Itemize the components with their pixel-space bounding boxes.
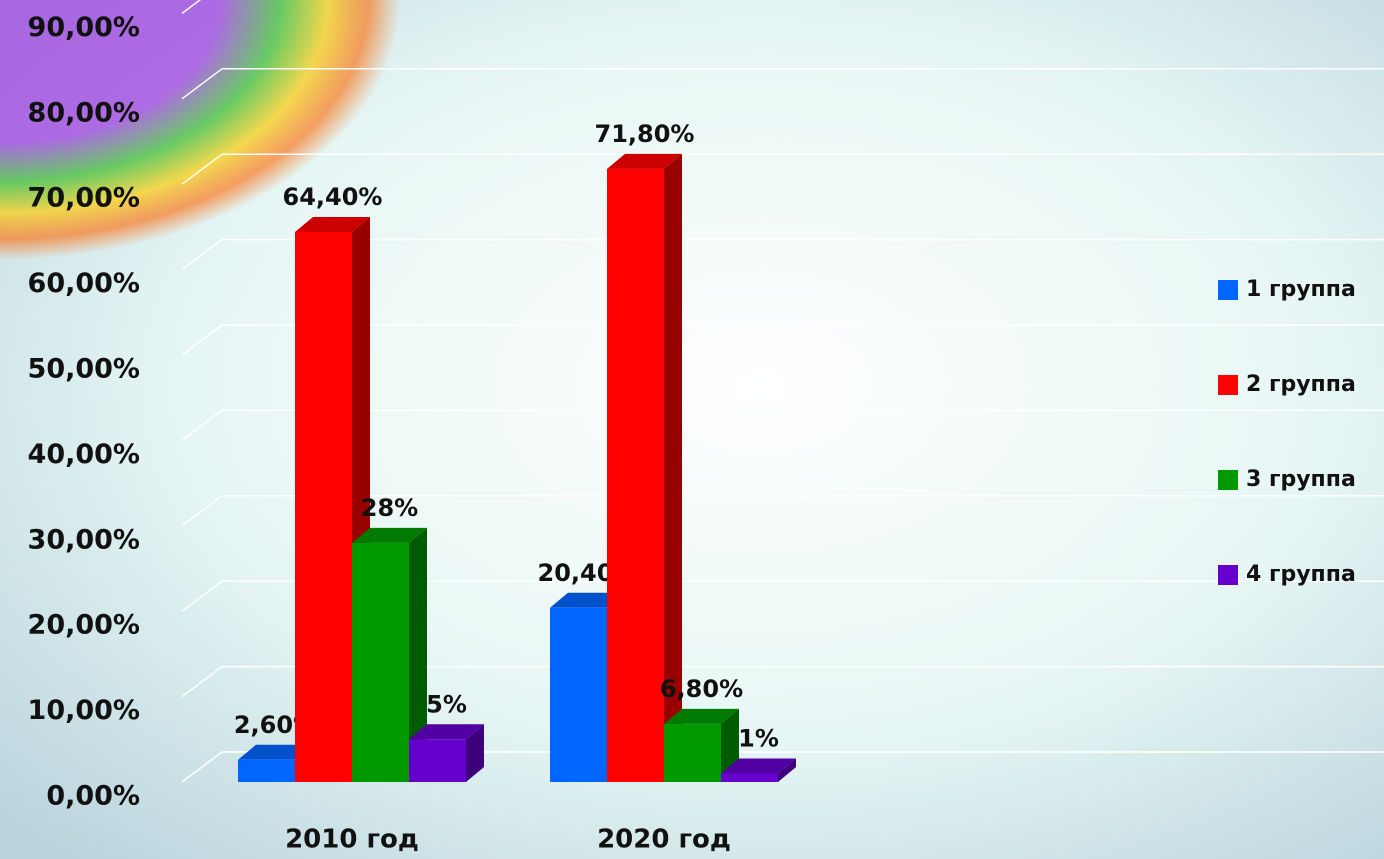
y-tick-label: 70,00%	[28, 183, 140, 214]
legend-label: 2 группа	[1246, 372, 1356, 397]
data-label: 71,80%	[595, 120, 695, 148]
data-label: 64,40%	[283, 183, 383, 211]
legend-swatch	[1218, 470, 1238, 490]
y-tick-label: 0,00%	[46, 781, 140, 812]
bar	[409, 739, 466, 782]
bar	[664, 724, 721, 782]
legend-label: 4 группа	[1246, 562, 1356, 587]
y-tick-label: 80,00%	[28, 97, 140, 128]
data-label: 28%	[361, 494, 418, 522]
legend-swatch	[1218, 280, 1238, 300]
legend-label: 3 группа	[1246, 467, 1356, 492]
y-tick-label: 40,00%	[28, 439, 140, 470]
x-tick-label: 2010 год	[285, 825, 419, 855]
data-label: 6,80%	[660, 675, 743, 703]
chart: 0,00% 10,00% 20,00% 30,00% 40,00% 50,00% 60,00…	[0, 0, 1384, 859]
bar	[238, 760, 295, 782]
y-tick-label: 60,00%	[28, 268, 140, 299]
y-tick-label: 50,00%	[28, 354, 140, 385]
x-tick-label: 2020 год	[597, 825, 731, 855]
bar	[550, 608, 607, 782]
y-tick-label: 20,00%	[28, 610, 140, 641]
legend-label: 1 группа	[1246, 277, 1356, 302]
bar	[607, 169, 664, 782]
legend-swatch	[1218, 375, 1238, 395]
data-label: 5%	[426, 690, 467, 718]
data-label: 1%	[738, 724, 779, 752]
bar	[295, 232, 352, 782]
bar	[721, 773, 778, 782]
y-tick-label: 30,00%	[28, 524, 140, 555]
legend-swatch	[1218, 565, 1238, 585]
y-tick-label: 10,00%	[28, 695, 140, 726]
bar	[352, 543, 409, 782]
y-tick-label: 90,00%	[28, 12, 140, 43]
